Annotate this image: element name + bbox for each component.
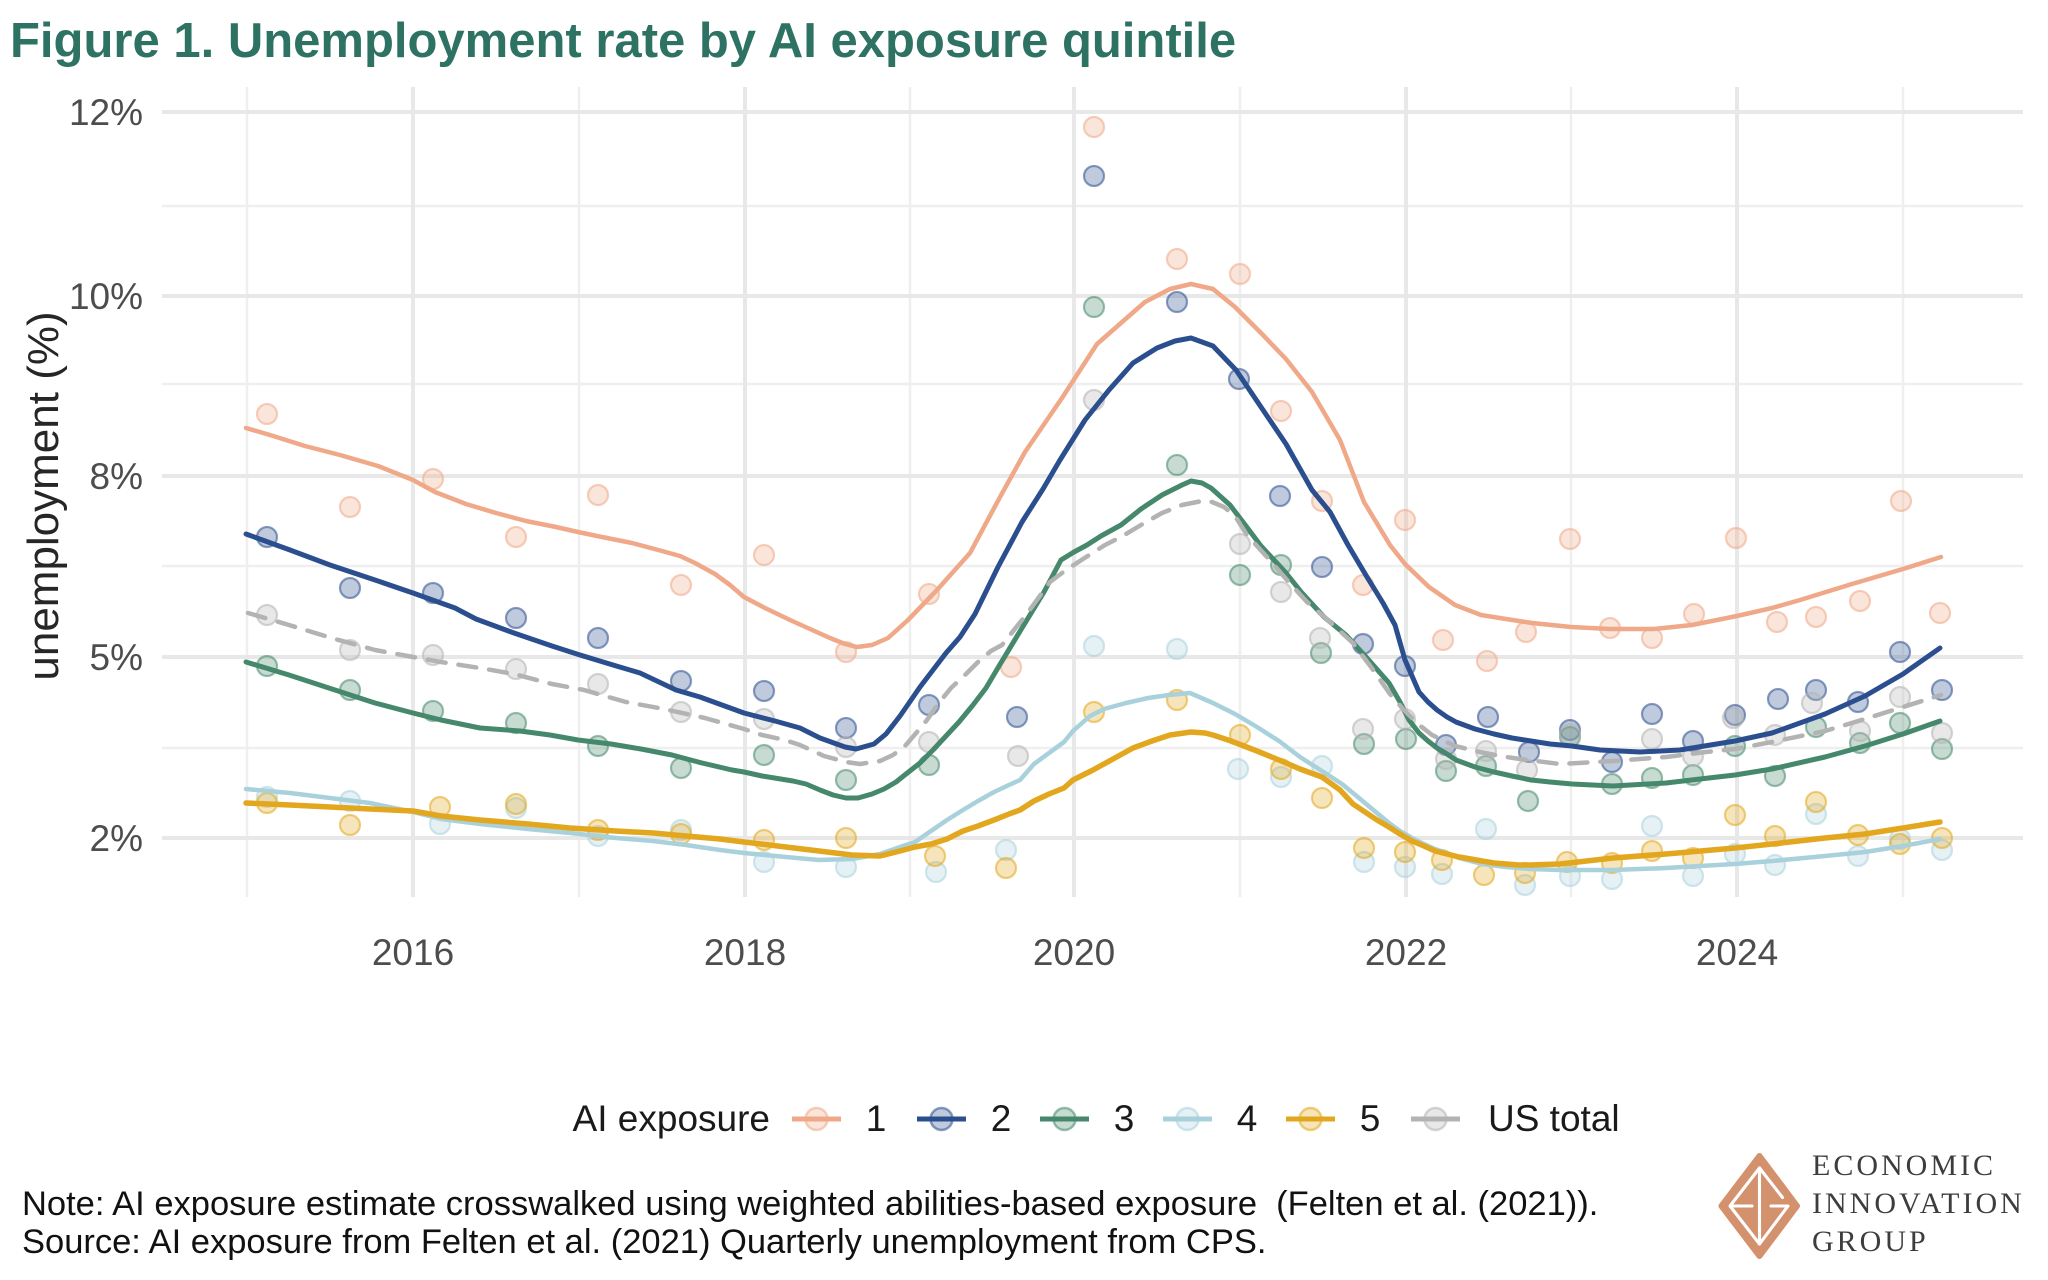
svg-text:2022: 2022: [1365, 932, 1447, 973]
svg-text:2024: 2024: [1696, 932, 1778, 973]
svg-text:INNOVATION: INNOVATION: [1812, 1187, 2025, 1220]
svg-text:2018: 2018: [704, 932, 786, 973]
svg-text:Note: AI exposure estimate cro: Note: AI exposure estimate crosswalked u…: [22, 1185, 1598, 1223]
svg-text:US total: US total: [1488, 1098, 1620, 1139]
svg-text:unemployment (%): unemployment (%): [19, 311, 68, 680]
svg-text:Source: AI exposure from Felte: Source: AI exposure from Felten et al. (…: [22, 1223, 1266, 1261]
svg-text:2020: 2020: [1033, 932, 1115, 973]
svg-text:GROUP: GROUP: [1812, 1225, 1929, 1258]
svg-text:2016: 2016: [372, 932, 454, 973]
svg-text:3: 3: [1114, 1098, 1135, 1139]
svg-text:2%: 2%: [90, 818, 143, 859]
svg-text:1: 1: [866, 1098, 887, 1139]
svg-text:Figure 1. Unemployment rate by: Figure 1. Unemployment rate by AI exposu…: [10, 14, 1236, 68]
svg-text:10%: 10%: [69, 276, 143, 317]
svg-text:5: 5: [1360, 1098, 1381, 1139]
svg-text:12%: 12%: [69, 92, 143, 133]
svg-text:ECONOMIC: ECONOMIC: [1812, 1149, 1996, 1182]
svg-text:4: 4: [1237, 1098, 1258, 1139]
svg-text:2: 2: [991, 1098, 1012, 1139]
svg-text:8%: 8%: [90, 456, 143, 497]
svg-text:5%: 5%: [90, 637, 143, 678]
svg-text:AI exposure: AI exposure: [573, 1098, 770, 1139]
